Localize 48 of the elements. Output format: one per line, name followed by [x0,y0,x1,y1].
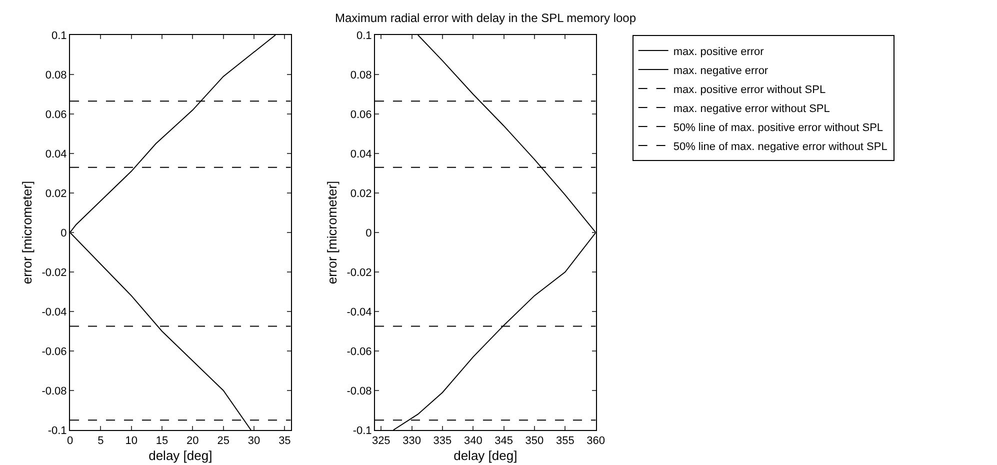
y-axis-title: error [micrometer] [324,180,340,284]
x-tick-label: 360 [586,435,605,448]
y-tick-label: 0.1 [52,30,67,42]
x-tick-label: 20 [186,435,199,448]
x-tick-label: 325 [372,435,390,448]
x-tick-label: 335 [433,435,452,448]
y-tick-label: -0.08 [42,385,67,398]
y-tick-label: 0.08 [350,69,372,82]
y-tick-label: 0 [366,227,372,240]
y-tick-label: 0.04 [45,148,67,160]
legend-label: max. negative error [673,64,768,77]
y-tick-label: 0.06 [350,108,372,121]
y-tick-label: 0.06 [45,108,67,121]
x-tick-label: 10 [125,435,138,448]
x-tick-label: 350 [525,435,544,448]
y-axis-title: error [micrometer] [20,180,35,284]
x-tick-label: 340 [464,435,482,448]
y-tick-label: -0.08 [346,385,372,398]
legend-label: 50% line of max. positive error without SPL [673,122,884,134]
x-tick-label: 5 [98,435,104,448]
y-tick-label: -0.02 [42,266,67,279]
legend-label: max. positive error without SPL [673,84,826,96]
y-tick-label: -0.1 [352,424,372,437]
y-tick-label: 0 [60,227,67,240]
y-tick-label: -0.02 [346,266,372,279]
y-tick-label: 0.02 [350,188,372,200]
y-tick-label: 0.04 [350,148,372,160]
x-axis-title: delay [deg] [148,448,212,463]
x-axis-title: delay [deg] [454,448,518,463]
y-tick-label: -0.04 [42,306,67,318]
y-tick-label: -0.04 [346,306,372,318]
chart-title: Maximum radial error with delay in the SPL memory loop [335,11,636,25]
y-tick-label: -0.06 [42,346,67,358]
x-tick-label: 25 [217,435,230,448]
y-tick-label: 0.02 [45,188,67,200]
x-tick-label: 345 [494,435,513,448]
legend-label: 50% line of max. negative error without SPL [673,140,888,153]
y-tick-label: -0.1 [48,424,67,437]
x-tick-label: 355 [556,435,574,448]
y-tick-label: -0.06 [346,346,372,358]
y-tick-label: 0.08 [45,69,67,82]
x-tick-label: 35 [278,435,291,448]
y-tick-label: 0.1 [356,30,372,42]
x-tick-label: 330 [402,435,421,448]
legend-label: max. positive error [673,46,764,58]
x-tick-label: 15 [156,435,168,448]
x-tick-label: 30 [248,435,260,448]
legend-label: max. negative error without SPL [673,102,830,115]
